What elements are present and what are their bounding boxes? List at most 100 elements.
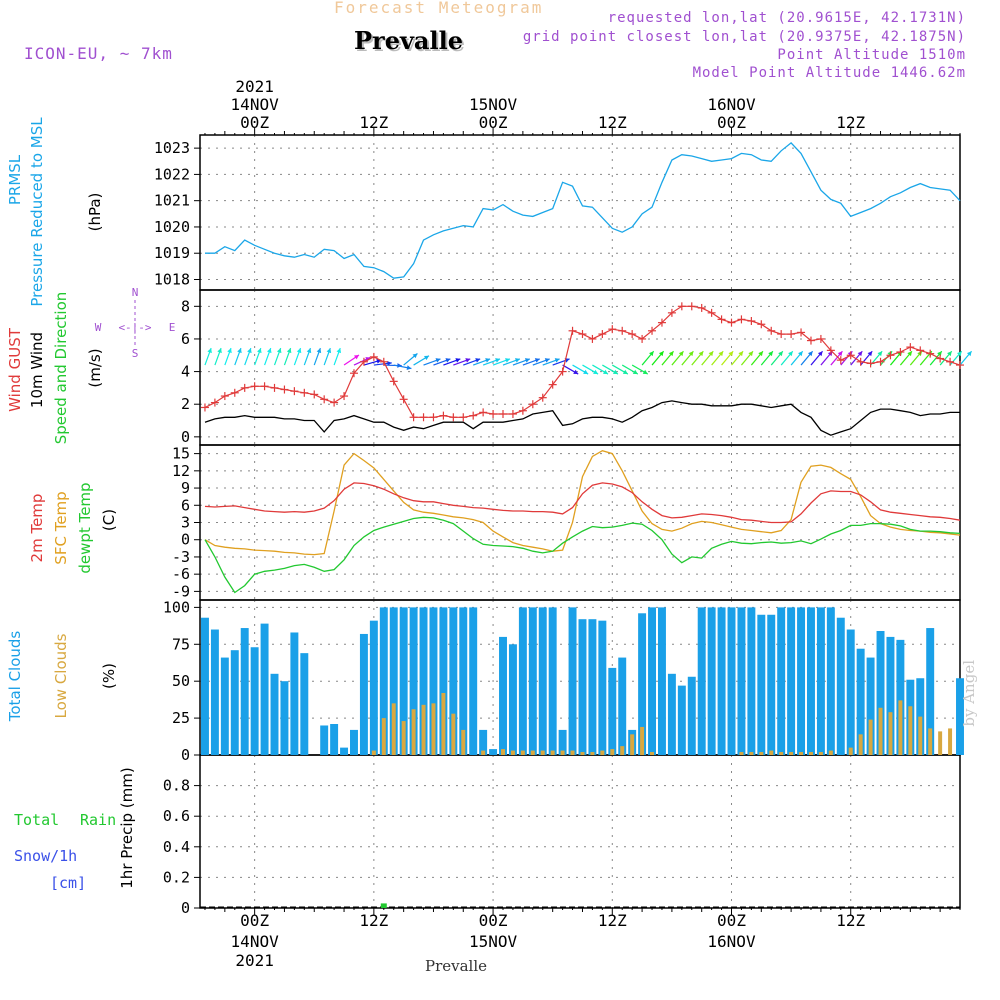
watermark: by Angel bbox=[960, 660, 978, 727]
total-cloud-bar bbox=[389, 607, 398, 755]
total-cloud-bar bbox=[956, 678, 964, 755]
low-cloud-bar bbox=[570, 750, 575, 755]
total-cloud-bar bbox=[270, 673, 279, 755]
wind-direction-arrow bbox=[711, 350, 724, 366]
requested-coordinates: requested lon,lat (20.9615E, 42.1731N) bbox=[607, 10, 966, 26]
pressure-ytick-label: 1021 bbox=[154, 192, 190, 210]
low-cloud-bar bbox=[610, 749, 615, 755]
total-cloud-bar bbox=[250, 647, 259, 755]
wind-ytick-label: 4 bbox=[181, 363, 190, 381]
wind-direction-arrow bbox=[542, 358, 560, 366]
total-cloud-bar bbox=[350, 729, 358, 755]
gust-point bbox=[677, 302, 686, 311]
low-cloud-bar bbox=[401, 721, 406, 755]
total-cloud-bar bbox=[767, 614, 776, 755]
chart-title: Forecast Meteogram bbox=[334, 0, 544, 17]
wind-direction-arrow bbox=[691, 350, 704, 366]
gust-point bbox=[916, 346, 925, 355]
gust-point bbox=[797, 328, 806, 337]
gust-point bbox=[727, 318, 736, 327]
wind-direction-arrow bbox=[283, 347, 292, 366]
total-cloud-bar bbox=[419, 607, 428, 755]
gust-point bbox=[369, 352, 378, 361]
low-cloud-bar bbox=[421, 704, 426, 755]
wind-direction-arrow bbox=[532, 358, 550, 366]
wind-arrow-head bbox=[227, 348, 232, 354]
pressure-label-name: PRMSL bbox=[6, 154, 24, 205]
bottom-time-label: 12Z bbox=[836, 911, 865, 930]
wind-direction-arrow bbox=[631, 364, 649, 375]
total-cloud-bar bbox=[558, 729, 567, 755]
gust-point bbox=[310, 390, 319, 399]
total-cloud-bar bbox=[538, 607, 547, 755]
wind-direction-arrow bbox=[800, 350, 814, 366]
bottom-year-label: 2021 bbox=[235, 951, 274, 970]
total-cloud-bar bbox=[886, 636, 895, 755]
pressure-ytick-label: 1022 bbox=[154, 165, 190, 183]
gust-point bbox=[409, 413, 418, 422]
wind-arrow-head bbox=[956, 351, 962, 357]
wind-direction-arrow bbox=[333, 347, 342, 366]
precip-legend-total: Total bbox=[14, 811, 60, 829]
gust-point bbox=[687, 302, 696, 311]
low-cloud-bar bbox=[461, 729, 466, 755]
low-cloud-bar bbox=[441, 693, 446, 755]
compass-we-arrow: <-|-> bbox=[118, 321, 151, 334]
wind-arrow-head bbox=[798, 351, 803, 357]
gust-point bbox=[320, 395, 329, 404]
wind-arrow-head bbox=[306, 348, 312, 354]
clouds-ytick-label: 50 bbox=[172, 672, 190, 690]
gust-point bbox=[588, 334, 597, 343]
bottom-day-label: 15NOV bbox=[469, 932, 518, 951]
wind-direction-arrow bbox=[303, 347, 312, 366]
wind-arrow-head bbox=[237, 348, 242, 354]
footer-station-name: Prevalle bbox=[425, 957, 488, 975]
wind-direction-arrow bbox=[492, 358, 511, 366]
wind-direction-arrow bbox=[214, 347, 222, 366]
gust-point bbox=[210, 398, 219, 407]
gust-point bbox=[866, 359, 875, 368]
wind-arrow-head bbox=[658, 351, 664, 357]
low-cloud-bar bbox=[530, 750, 535, 755]
wind-arrow-head bbox=[247, 348, 252, 354]
total-cloud-bar bbox=[667, 673, 676, 755]
gust-point bbox=[240, 383, 249, 392]
total-clouds-label: Total Clouds bbox=[6, 631, 24, 723]
total-cloud-bar bbox=[359, 633, 368, 755]
wind-arrow-head bbox=[867, 351, 873, 357]
low-cloud-bar bbox=[431, 703, 436, 755]
total-cloud-bar bbox=[489, 749, 498, 755]
wind-arrow-head bbox=[877, 351, 883, 357]
gust-point bbox=[270, 383, 279, 392]
low-cloud-bar bbox=[759, 752, 764, 755]
temperature-ytick-label: 9 bbox=[181, 479, 190, 497]
low-cloud-bar bbox=[560, 750, 565, 755]
total-cloud-bar bbox=[727, 607, 736, 755]
gust-point bbox=[826, 346, 835, 355]
wind-arrow-head bbox=[668, 351, 674, 357]
gust-point bbox=[777, 330, 786, 339]
gust-point bbox=[250, 382, 259, 391]
wind-arrow-head bbox=[947, 351, 952, 357]
temperature-grid bbox=[194, 445, 960, 600]
clouds-unit-label: (%) bbox=[100, 663, 118, 689]
wind-arrow-head bbox=[678, 351, 684, 357]
wind-10m-label: 10m Wind bbox=[28, 332, 46, 408]
low-cloud-bar bbox=[510, 750, 515, 755]
low-cloud-bar bbox=[650, 752, 655, 755]
gust-point bbox=[260, 382, 269, 391]
clouds-ytick-label: 75 bbox=[172, 635, 190, 653]
gust-point bbox=[399, 395, 408, 404]
gust-point bbox=[657, 318, 666, 327]
wind-direction-arrow bbox=[373, 361, 392, 366]
sfc-temp-label: SFC Temp bbox=[52, 491, 70, 564]
clouds-ytick-label: 100 bbox=[163, 598, 190, 616]
total-cloud-bar bbox=[826, 607, 835, 755]
gust-point bbox=[598, 330, 607, 339]
top-time-label: 00Z bbox=[240, 113, 269, 132]
total-cloud-bar bbox=[638, 613, 647, 755]
bottom-time-label: 00Z bbox=[717, 911, 746, 930]
total-cloud-bar bbox=[896, 639, 905, 755]
total-cloud-bar bbox=[866, 657, 875, 755]
